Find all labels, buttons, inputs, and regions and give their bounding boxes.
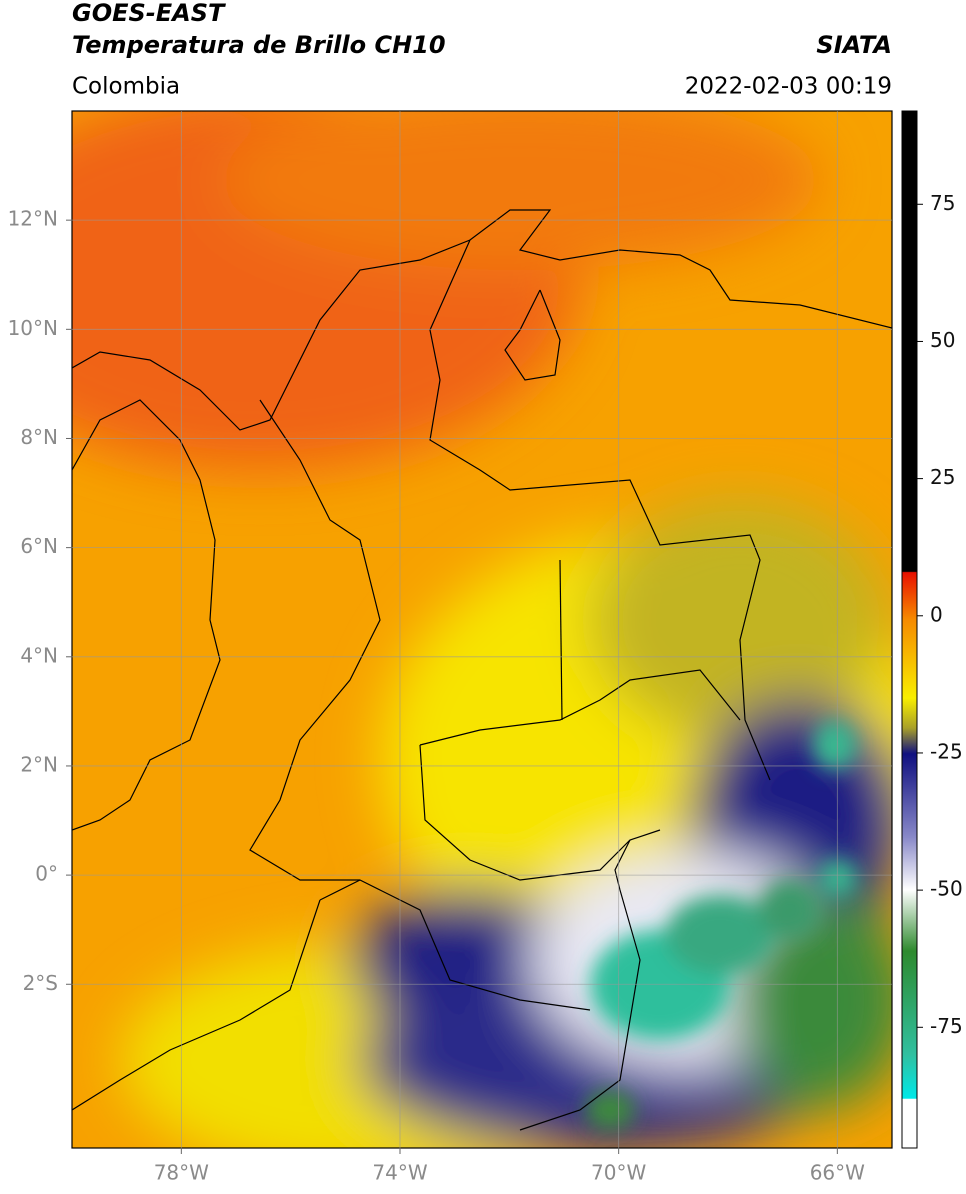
colorbar-tick-label: -50 — [930, 877, 963, 901]
lon-tick-label: 78°W — [154, 1161, 209, 1185]
colorbar — [901, 110, 918, 1149]
colorbar-tick-label: -25 — [930, 739, 963, 763]
source: SIATA — [816, 31, 892, 59]
lon-tick-label: 66°W — [810, 1161, 865, 1185]
subtitle: Temperatura de Brillo CH10 — [72, 31, 446, 59]
lat-tick-label: 2°S — [23, 971, 58, 995]
lat-tick-label: 6°N — [20, 534, 58, 558]
colorbar-tick-label: 0 — [930, 602, 943, 626]
lat-tick-label: 12°N — [8, 207, 58, 231]
map-frame — [71, 110, 893, 1149]
region: Colombia — [72, 74, 180, 100]
lat-tick-label: 8°N — [20, 425, 58, 449]
colorbar-tick-label: 25 — [930, 465, 955, 489]
lon-tick-label: 70°W — [591, 1161, 646, 1185]
lon-tick-label: 74°W — [372, 1161, 427, 1185]
lat-tick-label: 0° — [35, 862, 58, 886]
lat-tick-label: 4°N — [20, 643, 58, 667]
lat-tick-label: 2°N — [20, 752, 58, 776]
colorbar-tick-label: -75 — [930, 1014, 963, 1038]
colorbar-tick-label: 50 — [930, 328, 955, 352]
title: GOES-EAST — [72, 0, 226, 27]
lat-tick-label: 10°N — [8, 316, 58, 340]
satellite-image — [72, 111, 892, 1148]
colorbar-tick-label: 75 — [930, 191, 955, 215]
timestamp: 2022-02-03 00:19 — [685, 74, 892, 100]
borders — [72, 209, 892, 1131]
